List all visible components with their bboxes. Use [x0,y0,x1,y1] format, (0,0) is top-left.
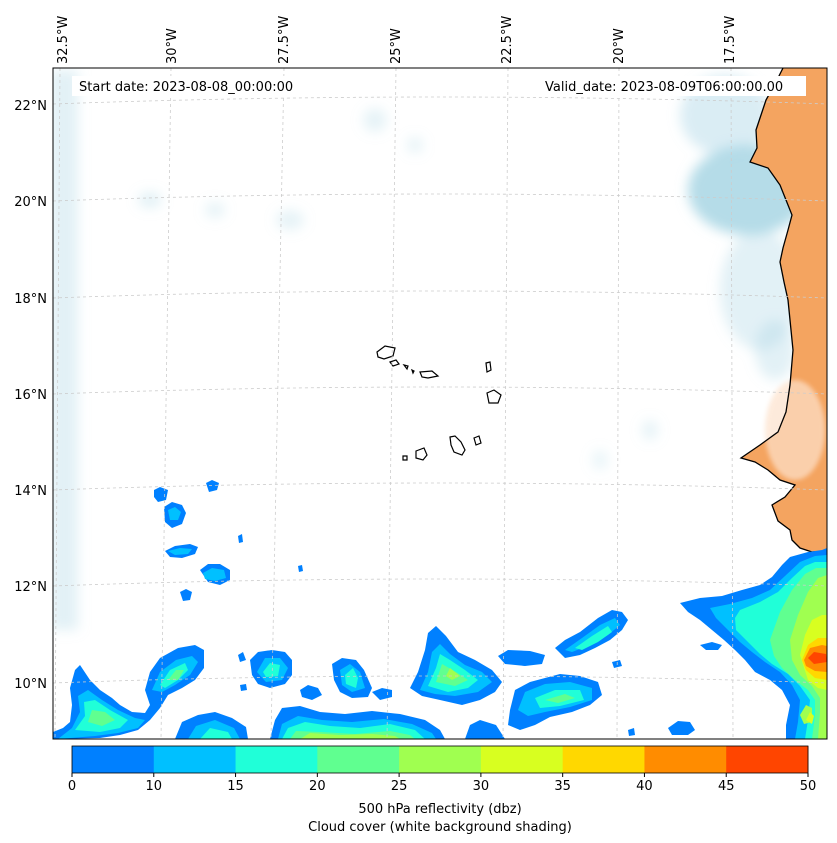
colorbar-swatch [726,746,809,773]
colorbar: 0 10 15 20 25 30 35 40 45 50 [68,745,817,794]
valid-date-box [538,76,806,96]
lat-gridline [53,578,827,587]
colorbar-swatch [480,746,564,773]
lat-label: 16°N [14,388,47,403]
lon-gridline [386,68,397,739]
lat-label: 12°N [14,580,47,595]
lon-label: 25°W [389,28,404,64]
colorbar-swatch [72,746,155,773]
colorbar-tick-label: 35 [554,779,571,794]
coastline [739,68,827,553]
colorbar-swatch [235,746,318,773]
gridlines [53,68,827,739]
lat-gridline [53,675,827,684]
colorbar-tick-label: 25 [391,779,408,794]
lat-label: 14°N [14,484,47,499]
lat-gridline [53,96,827,105]
lat-label: 20°N [14,195,47,210]
lat-label: 10°N [14,677,47,692]
lon-gridline [54,68,61,739]
latitude-labels: 22°N 20°N 18°N 16°N 14°N 12°N 10°N [14,99,47,692]
colorbar-swatch [399,746,482,773]
colorbar-tick-label: 40 [636,779,653,794]
lon-label: 20°W [612,28,627,64]
lon-gridline [160,68,172,739]
colorbar-tick-label: 20 [309,779,326,794]
colorbar-frame [71,745,809,774]
colorbar-swatch [317,746,400,773]
colorbar-label-line2: Cloud cover (white background shading) [308,820,572,835]
lon-label: 17.5°W [723,16,738,64]
lon-label: 30°W [165,28,180,64]
lat-label: 18°N [14,292,47,307]
lat-gridline [53,386,827,395]
colorbar-tick-label: 45 [718,779,735,794]
colorbar-tick-label: 15 [227,779,244,794]
valid-date-text: Valid_date: 2023-08-09T06:00:00.00 [545,80,783,95]
lon-gridline [270,68,285,739]
cape-verde-islands [376,345,502,461]
lon-gridline [502,68,509,739]
colorbar-swatch [153,746,237,773]
colorbar-swatch [562,746,645,773]
start-date-text: Start date: 2023-08-08_00:00:00 [79,80,293,95]
longitude-labels: 32.5°W 30°W 27.5°W 25°W 22.5°W 20°W 17.5… [56,16,738,64]
colorbar-label-line1: 500 hPa reflectivity (dbz) [358,802,521,817]
colorbar-tick-label: 10 [146,779,163,794]
colorbar-tick-label: 50 [800,779,817,794]
colorbar-tick-label: 30 [473,779,490,794]
lat-gridline [53,290,827,299]
map-content: Start date: 2023-08-08_00:00:00 Valid_da… [53,68,827,739]
lat-label: 22°N [14,99,47,114]
map-frame [52,67,828,740]
lon-label: 22.5°W [500,16,515,64]
lon-gridline [616,68,620,739]
lat-gridline [53,193,827,202]
lon-label: 27.5°W [277,16,292,64]
lon-gridline [730,68,734,739]
reflectivity-45-50 [808,652,827,664]
colorbar-tick-label: 0 [68,779,76,794]
lat-gridline [53,482,827,491]
colorbar-swatch [644,746,727,773]
lon-label: 32.5°W [56,16,71,64]
start-date-box [72,76,317,96]
